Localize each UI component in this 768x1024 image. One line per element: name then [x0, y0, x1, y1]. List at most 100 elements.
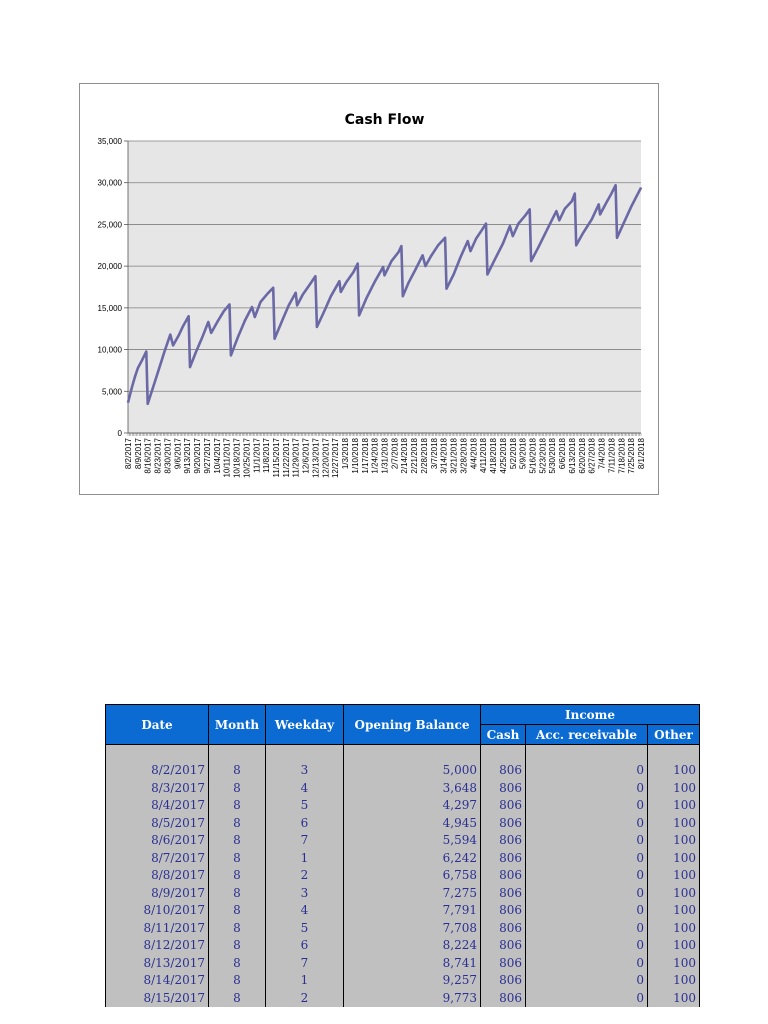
- data-point: [582, 232, 584, 234]
- cell-opening-balance: 4,297: [343, 797, 481, 815]
- data-point: [486, 273, 488, 276]
- cell-date: 8/14/2017: [105, 972, 209, 990]
- cell-other: 100: [646, 779, 701, 797]
- table-row: 8/13/2017 8 7 8,741 806 0 100: [105, 954, 701, 972]
- data-point: [254, 316, 256, 318]
- cell-date: 8/9/2017: [105, 884, 209, 902]
- cell-acc-receivable: 0: [525, 832, 648, 850]
- cell-cash: 806: [480, 937, 526, 955]
- data-point: [137, 367, 139, 369]
- x-tick-label: 5/23/2018: [538, 437, 547, 473]
- x-tick-label: 9/27/2017: [203, 437, 212, 473]
- cell-other: 100: [646, 972, 701, 990]
- table-row: 8/6/2017 8 7 5,594 806 0 100: [105, 832, 701, 850]
- cell-acc-receivable: 0: [525, 884, 648, 902]
- x-tick-label: 8/23/2017: [154, 437, 163, 473]
- data-point: [127, 401, 129, 404]
- x-tick-label: 12/13/2017: [311, 437, 320, 478]
- data-point: [202, 335, 204, 337]
- cell-other: 100: [646, 762, 701, 780]
- cell-date: 8/2/2017: [105, 762, 209, 780]
- cell-acc-receivable: 0: [525, 867, 648, 885]
- data-point: [266, 293, 269, 295]
- table-row: 8/4/2017 8 5 4,297 806 0 100: [105, 797, 701, 815]
- data-point: [402, 295, 404, 297]
- data-point: [169, 333, 171, 336]
- x-tick-label: 10/18/2017: [233, 437, 242, 478]
- cell-other: 100: [646, 954, 701, 972]
- cash-flow-chart: Cash Flow 0 5,000 10,000 15,000 20,000 25,000 3…: [98, 112, 646, 478]
- x-tick-label: 2/14/2018: [400, 437, 409, 473]
- cell-cash: 806: [480, 989, 526, 1007]
- x-tick-label: 11/22/2017: [282, 437, 291, 477]
- data-point: [558, 219, 560, 221]
- cell-date: 8/13/2017: [105, 954, 209, 972]
- data-point: [537, 247, 539, 249]
- header-weekday: Weekday: [265, 704, 344, 745]
- data-point: [467, 240, 469, 242]
- data-point: [189, 366, 191, 368]
- cell-weekday: 7: [265, 954, 344, 972]
- x-tick-label: 7/4/2018: [598, 437, 607, 469]
- data-point: [281, 321, 283, 323]
- header-income: Income: [479, 704, 701, 725]
- data-point: [152, 385, 154, 387]
- x-tick-label: 4/25/2018: [499, 437, 508, 473]
- cell-opening-balance: 8,741: [343, 954, 481, 972]
- cell-other: 100: [646, 919, 701, 937]
- table-row: 8/8/2017 8 2 6,758 806 0 100: [105, 867, 701, 885]
- x-tick-label: 4/4/2018: [469, 437, 478, 469]
- x-tick-label: 6/20/2018: [578, 437, 587, 473]
- cell-cash: 806: [480, 902, 526, 920]
- x-tick-label: 6/13/2018: [568, 437, 577, 473]
- data-point: [421, 254, 424, 256]
- x-tick-label: 11/1/2017: [252, 437, 261, 473]
- cell-month: 8: [208, 884, 266, 902]
- x-tick-label: 9/6/2017: [173, 437, 182, 469]
- cell-acc-receivable: 0: [525, 972, 648, 990]
- x-tick-label: 9/20/2017: [193, 437, 202, 473]
- cell-acc-receivable: 0: [525, 849, 648, 867]
- data-point: [460, 256, 462, 258]
- header-opening-balance: Opening Balance: [343, 704, 481, 745]
- table-row: 8/14/2017 8 1 9,257 806 0 100: [105, 972, 701, 990]
- cell-month: 8: [208, 902, 266, 920]
- cell-acc-receivable: 0: [525, 779, 648, 797]
- cell-acc-receivable: 0: [525, 814, 648, 832]
- x-tick-label: 1/31/2018: [381, 437, 390, 473]
- cell-weekday: 5: [265, 797, 344, 815]
- data-point: [295, 292, 297, 294]
- data-point: [475, 238, 477, 240]
- cell-opening-balance: 8,224: [343, 937, 481, 955]
- cell-opening-balance: 5,594: [343, 832, 481, 850]
- x-tick-label: 7/18/2018: [617, 437, 626, 473]
- x-tick-label: 8/9/2017: [134, 437, 143, 469]
- data-point: [571, 200, 573, 202]
- cell-weekday: 2: [265, 989, 344, 1007]
- cell-acc-receivable: 0: [525, 797, 648, 815]
- x-tick-label: 12/20/2017: [321, 437, 330, 478]
- x-tick-label: 8/1/2018: [637, 437, 646, 469]
- cell-acc-receivable: 0: [525, 762, 648, 780]
- x-tick-label: 1/3/2018: [341, 437, 350, 469]
- y-tick-label: 25,000: [98, 220, 123, 229]
- cell-cash: 806: [480, 919, 526, 937]
- chart-container: Cash Flow 0 5,000 10,000 15,000 20,000 25,000 3…: [79, 83, 659, 495]
- data-point: [390, 260, 393, 262]
- cell-opening-balance: 6,242: [343, 849, 481, 867]
- table-row: 8/10/2017 8 4 7,791 806 0 100: [105, 902, 701, 920]
- cell-date: 8/5/2017: [105, 814, 209, 832]
- data-point: [131, 385, 133, 387]
- table-row: 8/2/2017 8 3 5,000 806 0 100: [105, 762, 701, 780]
- cell-cash: 806: [480, 884, 526, 902]
- data-point: [430, 255, 432, 257]
- cell-cash: 806: [480, 762, 526, 780]
- table-row: 8/12/2017 8 6 8,224 806 0 100: [105, 937, 701, 955]
- data-point: [397, 251, 400, 253]
- data-point: [145, 350, 147, 353]
- data-point: [615, 184, 617, 186]
- header-date: Date: [105, 704, 209, 745]
- cell-opening-balance: 4,945: [343, 814, 481, 832]
- data-point: [383, 274, 386, 276]
- y-tick-label: 15,000: [98, 304, 123, 313]
